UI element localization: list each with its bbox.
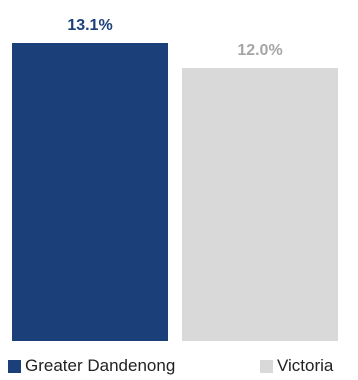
legend-label-greater-dandenong: Greater Dandenong	[25, 356, 176, 375]
legend-item-victoria: Victoria	[260, 356, 333, 376]
legend-item-greater-dandenong: Greater Dandenong	[8, 356, 175, 376]
bar-greater-dandenong	[12, 43, 168, 341]
bar-victoria	[182, 68, 338, 342]
data-label-victoria: 12.0%	[237, 42, 282, 59]
chart-legend: Greater Dandenong Victoria	[8, 356, 358, 378]
data-label-greater-dandenong: 13.1%	[67, 17, 112, 34]
legend-label-victoria: Victoria	[277, 356, 334, 375]
legend-swatch-victoria	[260, 359, 273, 373]
legend-swatch-greater-dandenong	[8, 359, 21, 373]
